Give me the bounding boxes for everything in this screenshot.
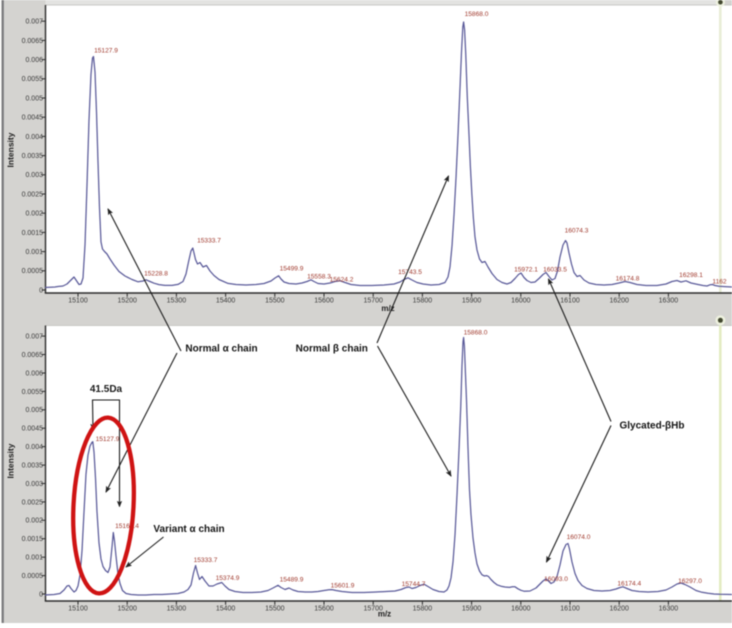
svg-text:15200: 15200	[117, 606, 137, 613]
svg-text:16033.5: 16033.5	[543, 267, 567, 274]
svg-text:0.0025: 0.0025	[22, 499, 44, 506]
svg-text:16300: 16300	[659, 606, 679, 613]
svg-text:0.007: 0.007	[25, 334, 43, 341]
svg-text:15127.9: 15127.9	[94, 48, 118, 55]
svg-text:0.0015: 0.0015	[22, 230, 44, 237]
svg-text:15169.4: 15169.4	[115, 523, 139, 530]
svg-text:Intensity: Intensity	[6, 132, 16, 167]
svg-text:Normal α chain: Normal α chain	[185, 344, 257, 355]
svg-text:0.0015: 0.0015	[22, 536, 44, 543]
svg-text:15600: 15600	[314, 606, 334, 613]
svg-text:15700: 15700	[363, 298, 383, 305]
svg-text:0.007: 0.007	[25, 19, 43, 26]
svg-text:15868.0: 15868.0	[464, 330, 488, 337]
svg-text:15900: 15900	[462, 298, 482, 305]
svg-text:15333.7: 15333.7	[194, 557, 218, 564]
svg-text:15499.9: 15499.9	[280, 266, 304, 273]
svg-text:15333.7: 15333.7	[197, 238, 221, 245]
svg-text:0.004: 0.004	[25, 444, 43, 451]
svg-text:0.0065: 0.0065	[22, 352, 44, 359]
svg-text:0: 0	[39, 287, 43, 294]
svg-text:15800: 15800	[413, 298, 433, 305]
svg-text:16100: 16100	[560, 298, 580, 305]
svg-text:1162: 1162	[712, 279, 727, 286]
svg-text:0.0025: 0.0025	[22, 191, 44, 198]
svg-text:16298.1: 16298.1	[679, 272, 703, 279]
svg-text:0.004: 0.004	[25, 134, 43, 141]
svg-text:0.0005: 0.0005	[22, 573, 44, 580]
svg-text:15600: 15600	[314, 298, 334, 305]
svg-text:0.0035: 0.0035	[22, 463, 44, 470]
svg-text:15127.9: 15127.9	[96, 436, 120, 443]
svg-text:16074.0: 16074.0	[567, 534, 591, 541]
svg-text:0.0045: 0.0045	[22, 426, 44, 433]
svg-text:16000: 16000	[511, 606, 531, 613]
svg-text:Intensity: Intensity	[6, 443, 16, 478]
svg-text:15400: 15400	[216, 298, 236, 305]
svg-text:16174.4: 16174.4	[617, 581, 641, 588]
svg-text:0.003: 0.003	[25, 481, 43, 488]
svg-text:15500: 15500	[265, 606, 285, 613]
svg-text:16174.8: 16174.8	[616, 276, 640, 283]
svg-text:16093.0: 16093.0	[544, 576, 568, 583]
svg-text:15374.9: 15374.9	[216, 575, 240, 582]
svg-text:15500: 15500	[265, 298, 285, 305]
svg-text:0.003: 0.003	[25, 172, 43, 179]
svg-text:0: 0	[39, 591, 43, 598]
svg-text:16200: 16200	[609, 298, 629, 305]
svg-text:16074.3: 16074.3	[565, 228, 589, 235]
svg-text:15972.1: 15972.1	[514, 267, 538, 274]
svg-text:Glycated-βHb: Glycated-βHb	[619, 421, 684, 432]
svg-text:0.002: 0.002	[25, 518, 43, 525]
svg-text:0.005: 0.005	[25, 407, 43, 414]
svg-text:15800: 15800	[413, 606, 433, 613]
svg-text:15900: 15900	[462, 606, 482, 613]
svg-text:0.0055: 0.0055	[22, 76, 44, 83]
svg-text:16200: 16200	[609, 606, 629, 613]
svg-text:15100: 15100	[68, 606, 88, 613]
svg-text:15300: 15300	[167, 606, 187, 613]
svg-text:15558.3: 15558.3	[307, 274, 331, 281]
svg-text:15228.8: 15228.8	[144, 271, 168, 278]
svg-text:15489.9: 15489.9	[280, 577, 304, 584]
svg-text:0.0055: 0.0055	[22, 389, 44, 396]
svg-text:0.006: 0.006	[25, 370, 43, 377]
svg-text:15744.7: 15744.7	[402, 581, 426, 588]
svg-text:0.0045: 0.0045	[22, 115, 44, 122]
svg-text:0.002: 0.002	[25, 211, 43, 218]
svg-text:15300: 15300	[167, 298, 187, 305]
svg-text:15743.5: 15743.5	[398, 269, 422, 276]
svg-text:0.006: 0.006	[25, 57, 43, 64]
svg-text:Variant α chain: Variant α chain	[153, 524, 224, 535]
svg-text:15624.2: 15624.2	[330, 277, 354, 284]
svg-text:0.001: 0.001	[25, 555, 43, 562]
svg-text:0.0005: 0.0005	[22, 268, 44, 275]
svg-text:15400: 15400	[216, 606, 236, 613]
svg-text:0.0065: 0.0065	[22, 38, 44, 45]
svg-text:0.001: 0.001	[25, 249, 43, 256]
svg-text:16300: 16300	[659, 298, 679, 305]
svg-text:16000: 16000	[511, 298, 531, 305]
svg-text:16297.0: 16297.0	[678, 578, 702, 585]
svg-text:Normal β chain: Normal β chain	[296, 344, 368, 355]
svg-text:15200: 15200	[117, 298, 137, 305]
svg-text:15100: 15100	[68, 298, 88, 305]
svg-text:15868.0: 15868.0	[465, 11, 489, 18]
svg-text:0.005: 0.005	[25, 95, 43, 102]
svg-text:15601.9: 15601.9	[331, 583, 355, 590]
svg-text:m/z: m/z	[378, 610, 391, 619]
svg-text:16100: 16100	[560, 606, 580, 613]
svg-text:0.0035: 0.0035	[22, 153, 44, 160]
svg-text:41.5Da: 41.5Da	[90, 384, 123, 395]
